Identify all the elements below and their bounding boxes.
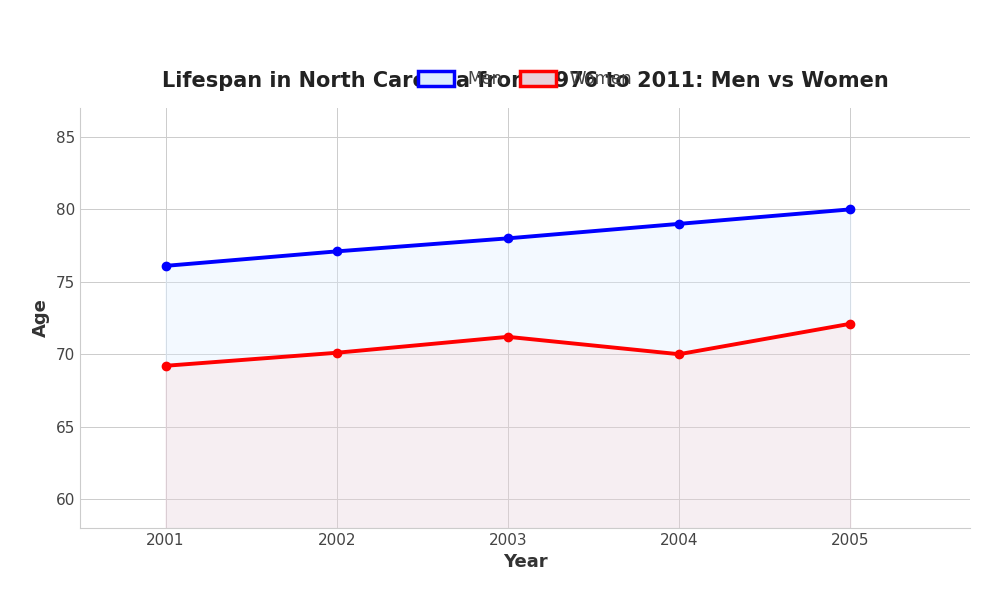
- Legend: Men, Women: Men, Women: [409, 62, 641, 97]
- X-axis label: Year: Year: [503, 553, 547, 571]
- Y-axis label: Age: Age: [32, 299, 50, 337]
- Title: Lifespan in North Carolina from 1976 to 2011: Men vs Women: Lifespan in North Carolina from 1976 to …: [162, 71, 888, 91]
